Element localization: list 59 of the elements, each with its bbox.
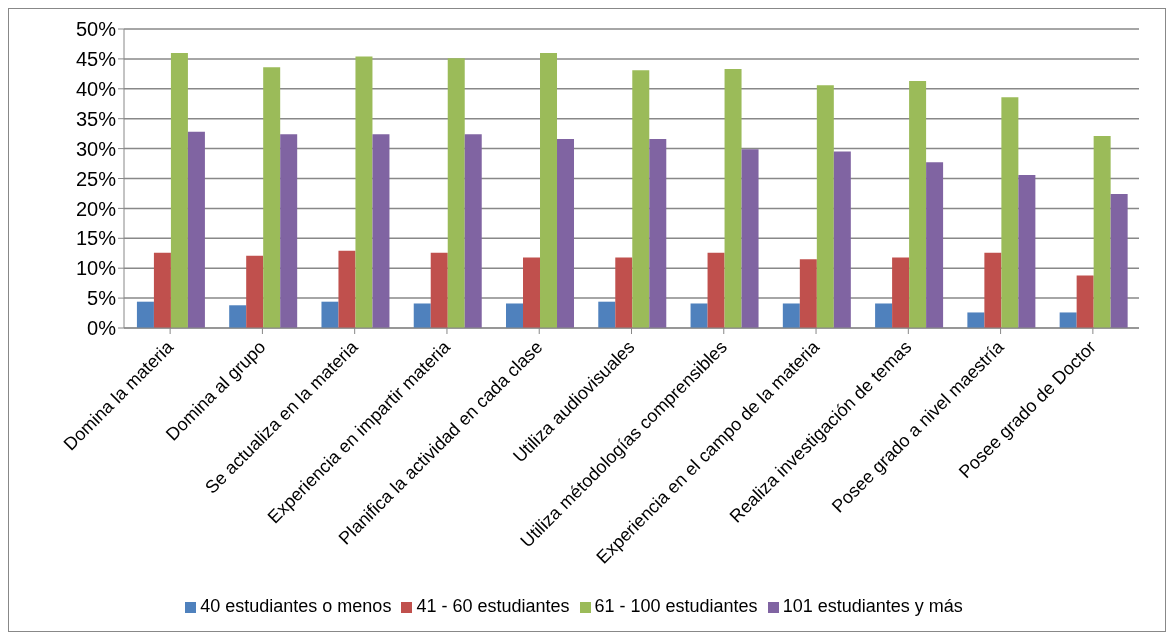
bar (690, 303, 708, 328)
bar (724, 69, 742, 328)
bar (782, 303, 800, 328)
bar (136, 301, 154, 328)
bar (649, 139, 667, 328)
y-tick-label: 5% (87, 287, 117, 310)
bar (246, 255, 264, 328)
bar (984, 252, 1002, 328)
bar (875, 303, 893, 328)
y-tick-label: 35% (75, 107, 117, 130)
bar (598, 301, 616, 328)
bar (1110, 194, 1128, 328)
bar (430, 252, 448, 328)
y-tick-label: 0% (87, 317, 117, 340)
bar (229, 305, 247, 328)
y-tick-label: 40% (75, 77, 117, 100)
bar (464, 134, 482, 328)
y-tick-label: 30% (75, 137, 117, 160)
bar (833, 151, 851, 328)
bar (280, 134, 298, 328)
bar (338, 250, 356, 328)
bar (926, 162, 944, 328)
bar (1001, 97, 1019, 328)
bar (707, 252, 725, 328)
bar (506, 303, 524, 328)
y-tick-label: 25% (75, 167, 117, 190)
bar (799, 259, 817, 328)
bar (615, 257, 633, 328)
bar (557, 139, 575, 328)
bar (540, 52, 558, 328)
bar (523, 257, 541, 328)
y-tick-label: 50% (75, 18, 117, 41)
legend-label: 101 estudiantes y más (782, 596, 963, 616)
bar (447, 58, 465, 328)
bar (1093, 136, 1111, 328)
bar (413, 303, 431, 328)
y-tick-label: 20% (75, 197, 117, 220)
bar (321, 301, 339, 328)
bar (1018, 174, 1036, 328)
bar (355, 56, 373, 328)
bar (892, 257, 910, 328)
bar (372, 134, 390, 328)
y-tick-label: 15% (75, 227, 117, 250)
bar (967, 312, 985, 328)
bar (632, 70, 650, 328)
bar (170, 52, 188, 328)
bar (1076, 275, 1094, 328)
bar (816, 85, 834, 328)
legend-label: 41 - 60 estudiantes (416, 596, 570, 616)
bar (1059, 312, 1077, 328)
y-tick-label: 10% (75, 257, 117, 280)
legend-label: 40 estudiantes o menos (200, 596, 392, 616)
legend-label: 61 - 100 estudiantes (594, 596, 758, 616)
bar (153, 252, 171, 328)
y-tick-label: 45% (75, 48, 117, 70)
bar (263, 67, 281, 328)
bar (187, 131, 205, 328)
bar (909, 81, 927, 328)
bar (741, 149, 759, 328)
